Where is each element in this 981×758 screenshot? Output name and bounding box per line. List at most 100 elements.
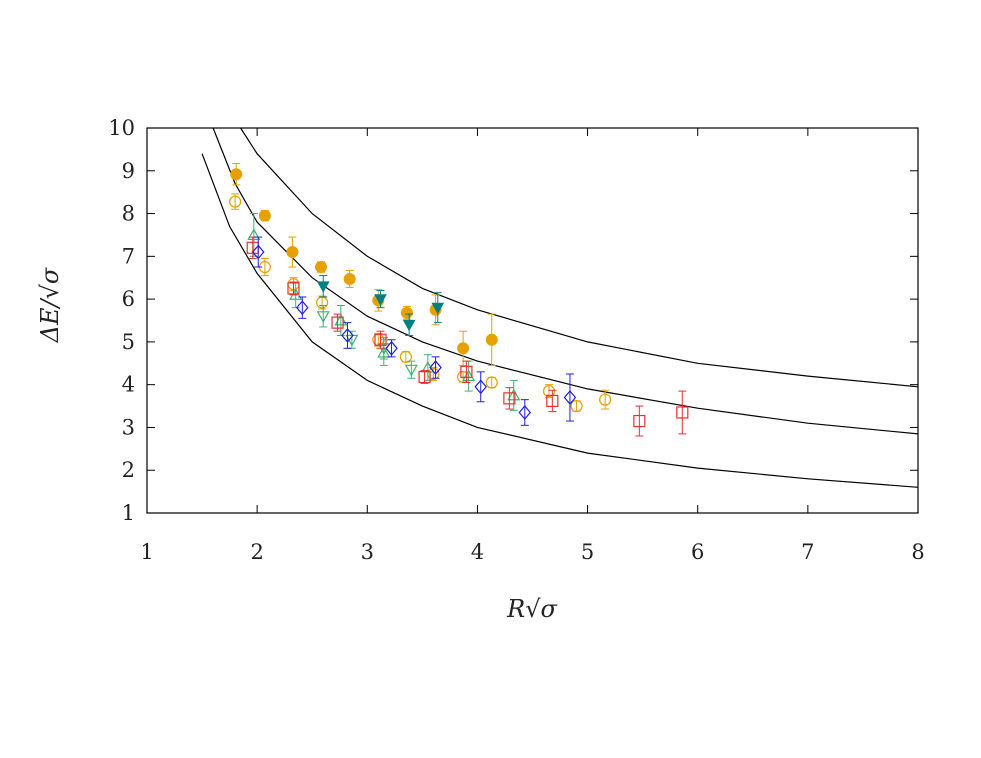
x-tick-label: 8 — [911, 540, 924, 564]
x-tick-label: 2 — [250, 540, 263, 564]
y-tick-label: 6 — [122, 287, 135, 311]
point-marker — [374, 294, 387, 306]
x-tick-label: 4 — [471, 540, 484, 564]
data-point — [570, 399, 583, 413]
point-marker — [404, 364, 418, 377]
point-marker — [331, 316, 344, 329]
data-point — [563, 373, 577, 422]
data-point — [431, 292, 445, 324]
reference-curve — [212, 127, 919, 435]
data-point — [316, 305, 330, 328]
data-point — [296, 296, 309, 319]
point-marker — [503, 392, 516, 405]
axis-ticks: 1 2 3 4 5 6 7 8 1 2 3 4 5 6 7 8 9 10 — [108, 116, 924, 564]
y-axis-label: ΔE/√σ — [36, 267, 64, 343]
y-tick-label: 4 — [122, 373, 135, 397]
plot-frame — [146, 127, 919, 514]
point-marker — [258, 209, 271, 222]
point-marker — [374, 333, 387, 346]
point-marker — [247, 228, 261, 240]
data-point — [229, 193, 242, 210]
point-marker — [474, 379, 488, 395]
point-marker — [399, 350, 412, 363]
data-point — [507, 379, 521, 411]
point-marker — [402, 319, 416, 332]
data-point — [400, 305, 413, 320]
data-point — [503, 387, 516, 410]
y-tick-label: 5 — [122, 330, 135, 354]
reference-curve — [201, 153, 919, 488]
x-axis-title: R√σ — [506, 595, 557, 623]
point-marker — [485, 333, 498, 346]
data-point — [341, 322, 354, 349]
reference-curves — [201, 127, 919, 488]
point-marker — [296, 300, 309, 316]
data-points — [229, 163, 689, 437]
data-point — [676, 390, 689, 435]
data-point — [402, 313, 416, 336]
point-marker — [429, 360, 442, 375]
data-point — [287, 281, 300, 296]
y-tick-label: 9 — [122, 159, 135, 183]
x-tick-label: 1 — [140, 540, 153, 564]
point-marker — [315, 261, 328, 274]
point-marker — [570, 399, 583, 413]
point-marker — [518, 405, 532, 420]
y-tick-label: 3 — [122, 415, 135, 439]
data-point — [485, 313, 498, 366]
data-point — [404, 360, 418, 379]
point-marker — [229, 195, 242, 208]
point-marker — [676, 406, 689, 419]
y-tick-label: 2 — [122, 458, 135, 482]
point-marker — [230, 168, 243, 181]
data-point — [374, 290, 387, 309]
data-point — [399, 350, 412, 363]
data-point — [286, 236, 299, 268]
point-marker — [251, 244, 265, 260]
data-point — [374, 330, 387, 349]
data-point — [385, 339, 398, 358]
data-point — [474, 371, 488, 403]
x-tick-label: 6 — [691, 540, 704, 564]
point-marker — [316, 281, 330, 293]
data-point — [418, 370, 431, 384]
data-point — [315, 261, 328, 274]
x-tick-label: 5 — [581, 540, 594, 564]
x-axis-label: R√σ — [506, 595, 557, 623]
point-marker — [431, 302, 445, 315]
data-point — [331, 313, 344, 332]
point-marker — [343, 273, 356, 286]
point-marker — [542, 384, 556, 398]
point-marker — [599, 393, 612, 406]
point-marker — [316, 311, 330, 323]
x-tick-label: 3 — [361, 540, 374, 564]
point-marker — [485, 376, 498, 389]
data-point — [251, 236, 265, 268]
data-point — [457, 330, 470, 366]
data-point — [316, 275, 330, 298]
point-marker — [418, 370, 431, 384]
data-point — [633, 405, 646, 437]
point-marker — [546, 394, 559, 408]
data-point — [316, 295, 329, 310]
y-axis-title: ΔE/√σ — [36, 267, 64, 343]
reference-curve — [240, 127, 919, 388]
point-marker — [457, 342, 470, 355]
y-tick-label: 8 — [122, 202, 135, 226]
data-point — [599, 389, 612, 410]
point-marker — [341, 328, 354, 343]
point-marker — [563, 390, 577, 405]
data-point — [546, 389, 559, 413]
data-point — [460, 360, 473, 384]
y-tick-label: 7 — [122, 244, 135, 268]
point-marker — [400, 306, 413, 319]
point-marker — [633, 414, 646, 428]
y-tick-label: 1 — [122, 501, 135, 525]
data-point — [343, 269, 356, 289]
point-marker — [385, 340, 398, 356]
x-tick-label: 7 — [801, 540, 814, 564]
point-marker — [286, 246, 299, 259]
point-marker — [287, 282, 300, 295]
y-tick-label: 10 — [108, 116, 135, 140]
